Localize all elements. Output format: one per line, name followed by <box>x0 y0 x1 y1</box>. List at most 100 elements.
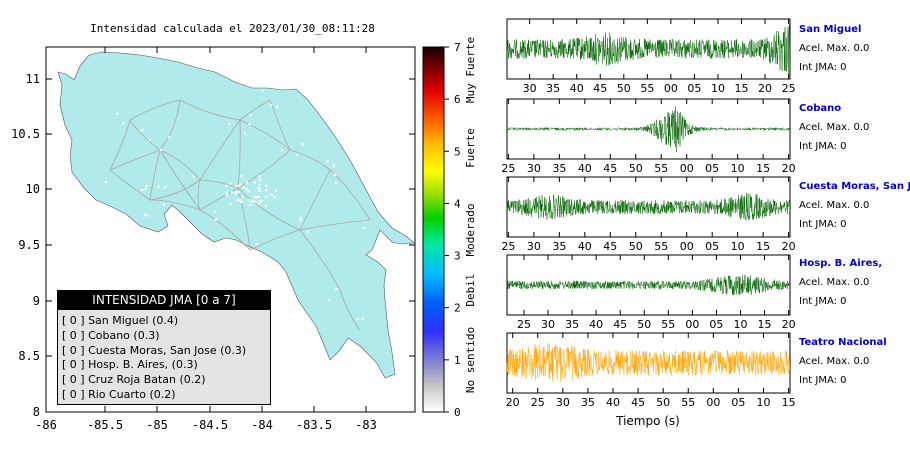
station-point <box>228 122 231 125</box>
time-tick-label: 00 <box>680 240 694 253</box>
time-tick-label: 15 <box>756 162 770 175</box>
station-point <box>157 185 160 188</box>
station-point <box>148 138 151 141</box>
time-axis-label: Tiempo (s) <box>616 414 680 428</box>
station-point <box>362 226 365 230</box>
time-tick-label: 55 <box>654 240 668 253</box>
time-tick-label: 05 <box>705 240 719 253</box>
time-tick-label: 00 <box>680 162 694 175</box>
station-point <box>239 198 242 201</box>
station-point <box>264 204 267 208</box>
time-tick-label: 30 <box>523 82 537 95</box>
station-point <box>225 184 228 187</box>
station-point <box>295 153 299 157</box>
station-point <box>273 196 276 199</box>
station-point <box>104 180 107 183</box>
time-tick-label: 40 <box>578 162 592 175</box>
station-point <box>260 199 263 202</box>
station-point <box>235 190 238 193</box>
time-tick-label: 25 <box>501 240 515 253</box>
station-point <box>356 317 359 321</box>
time-tick-label: 20 <box>758 82 772 95</box>
station-point <box>259 178 262 182</box>
time-tick-label: 50 <box>629 162 643 175</box>
waveform-trace <box>506 24 790 76</box>
lon-tick-label: -84.5 <box>192 418 228 432</box>
time-tick-label: 25 <box>501 162 515 175</box>
station-point <box>255 243 258 246</box>
station-point <box>334 173 337 176</box>
time-tick-label: 30 <box>527 240 541 253</box>
station-point <box>274 189 277 192</box>
station-point <box>270 193 273 196</box>
lon-tick-label: -83 <box>355 418 377 432</box>
station-point <box>230 191 234 194</box>
waveform-trace <box>506 342 790 382</box>
station-point <box>281 149 284 152</box>
station-point <box>143 213 147 216</box>
station-int: Int JMA: 0 <box>799 375 847 386</box>
time-tick-label: 55 <box>661 318 675 331</box>
legend-item: [ 0 ] Cobano (0.3) <box>62 328 160 342</box>
station-point <box>116 112 119 115</box>
station-point <box>225 194 228 197</box>
station-point <box>299 219 302 222</box>
station-point <box>237 190 240 194</box>
station-point <box>234 192 237 195</box>
time-tick-label: 00 <box>664 82 678 95</box>
time-tick-label: 15 <box>756 240 770 253</box>
intensity-legend: INTENSIDAD JMA [0 a 7] [ 0 ] San Miguel … <box>57 290 271 405</box>
station-point <box>142 128 145 132</box>
time-tick-label: 15 <box>782 396 796 409</box>
time-tick-label: 20 <box>782 240 796 253</box>
time-tick-label: 50 <box>656 396 670 409</box>
station-point <box>254 200 257 203</box>
time-tick-label: 15 <box>735 82 749 95</box>
time-tick-label: 45 <box>593 82 607 95</box>
station-point <box>335 181 338 185</box>
lat-tick-label: 8 <box>33 405 40 419</box>
legend-item: [ 0 ] Cruz Roja Batan (0.2) <box>62 373 206 387</box>
time-tick-label: 05 <box>705 162 719 175</box>
waveform-panel: 25 30 35 40 45 50 55 00 05 10 15 20 <box>506 254 796 331</box>
station-point <box>253 181 256 184</box>
station-point <box>275 106 279 109</box>
legend-item: [ 0 ] Rio Cuarto (0.2) <box>62 387 176 401</box>
legend-item: [ 0 ] San Miguel (0.4) <box>62 314 179 327</box>
colorbar-label: No sentido <box>464 327 477 393</box>
time-tick-label: 10 <box>731 162 745 175</box>
time-tick-label: 25 <box>782 82 796 95</box>
waveform-panel: 25 30 35 40 45 50 55 00 05 10 15 20 <box>501 176 796 253</box>
station-point <box>335 288 338 291</box>
station-point <box>237 184 240 188</box>
time-tick-label: 45 <box>603 162 617 175</box>
time-tick-label: 50 <box>637 318 651 331</box>
time-tick-label: 05 <box>687 82 701 95</box>
station-point <box>258 200 261 204</box>
waveform-panel: 25 30 35 40 45 50 55 00 05 10 15 20 <box>501 98 796 175</box>
time-tick-label: 25 <box>517 318 531 331</box>
station-name: Cobano <box>799 103 842 114</box>
station-point <box>269 104 273 107</box>
colorbar-label: Moderado <box>464 204 477 257</box>
time-tick-label: 55 <box>654 162 668 175</box>
colorbar-tick-label: 2 <box>454 302 461 315</box>
waveform-trace <box>506 106 790 153</box>
station-point <box>328 299 331 302</box>
lat-tick-label: 9 <box>33 294 40 308</box>
time-tick-label: 55 <box>681 396 695 409</box>
station-point <box>243 132 246 135</box>
time-tick-label: 20 <box>782 162 796 175</box>
colorbar-tick-label: 4 <box>454 197 461 210</box>
time-tick-label: 45 <box>631 396 645 409</box>
time-tick-label: 10 <box>757 396 771 409</box>
station-point <box>261 89 264 92</box>
station-point <box>242 186 245 189</box>
station-point <box>240 200 243 204</box>
station-point <box>144 187 147 191</box>
station-point <box>243 259 246 262</box>
station-point <box>248 122 251 126</box>
station-point <box>332 164 335 167</box>
station-point <box>229 203 232 206</box>
